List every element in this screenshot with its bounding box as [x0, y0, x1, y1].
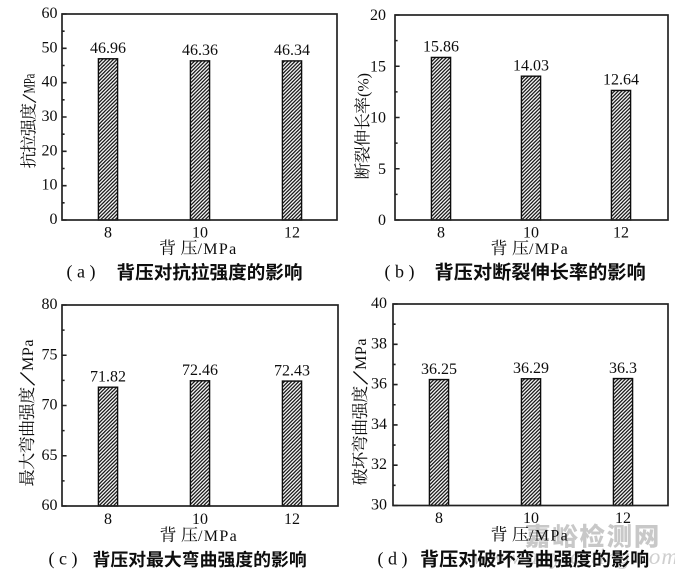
svg-text:36: 36 [371, 376, 387, 393]
svg-text:8: 8 [435, 510, 443, 527]
svg-text:/MPa: /MPa [198, 241, 238, 258]
svg-text:/MPa: /MPa [529, 527, 569, 544]
svg-text:0: 0 [378, 212, 386, 229]
svg-text:(%): (%) [356, 73, 373, 97]
svg-text:46.96: 46.96 [90, 40, 126, 57]
svg-text:/MPa: /MPa [529, 241, 569, 258]
svg-text:36.25: 36.25 [421, 361, 457, 378]
svg-text:MPa: MPa [353, 338, 370, 370]
svg-text:46.34: 46.34 [274, 42, 310, 59]
svg-text:12: 12 [284, 225, 300, 242]
svg-text:38: 38 [371, 335, 387, 352]
svg-text:8: 8 [104, 225, 112, 242]
svg-text:MPa: MPa [20, 339, 37, 371]
svg-text:72.43: 72.43 [274, 362, 310, 379]
svg-text:20: 20 [42, 142, 58, 159]
svg-text:10: 10 [523, 510, 539, 527]
svg-text:72.46: 72.46 [182, 362, 218, 379]
svg-text:/MPa: /MPa [198, 528, 238, 545]
svg-text:40: 40 [371, 295, 387, 312]
svg-text:36.3: 36.3 [609, 360, 637, 377]
svg-text:5: 5 [378, 161, 386, 178]
svg-text:46.36: 46.36 [182, 42, 218, 59]
svg-text:10: 10 [523, 225, 539, 242]
svg-text:(c): (c) [49, 549, 82, 570]
svg-text:50: 50 [42, 39, 58, 56]
svg-text:15: 15 [370, 58, 386, 75]
svg-text:30: 30 [371, 497, 387, 514]
svg-text:60: 60 [42, 497, 58, 514]
svg-text:40: 40 [42, 74, 58, 91]
svg-text:36.29: 36.29 [513, 360, 549, 377]
svg-text:(d): (d) [378, 549, 413, 570]
svg-text:12.64: 12.64 [603, 72, 639, 89]
svg-text:15.86: 15.86 [423, 39, 459, 56]
svg-text:12: 12 [284, 511, 300, 528]
svg-text:75: 75 [42, 346, 58, 363]
svg-text:(b): (b) [385, 262, 420, 283]
svg-text:12: 12 [615, 510, 631, 527]
svg-text:10: 10 [192, 511, 208, 528]
svg-text:70: 70 [42, 397, 58, 414]
svg-text:0: 0 [50, 211, 58, 228]
svg-text:10: 10 [370, 110, 386, 127]
svg-text:14.03: 14.03 [513, 57, 549, 74]
svg-text:20: 20 [370, 7, 386, 24]
svg-text:10: 10 [192, 225, 208, 242]
svg-text:MPa: MPa [20, 74, 38, 94]
svg-text:80: 80 [42, 296, 58, 313]
svg-text:60: 60 [42, 5, 58, 22]
svg-text:(a): (a) [67, 262, 100, 283]
svg-text:8: 8 [437, 225, 445, 242]
svg-text:65: 65 [42, 447, 58, 464]
svg-text:34: 34 [371, 416, 387, 433]
svg-text:32: 32 [371, 456, 387, 473]
svg-text:30: 30 [42, 108, 58, 125]
svg-text:10: 10 [42, 177, 58, 194]
svg-text:12: 12 [613, 225, 629, 242]
svg-text:8: 8 [104, 511, 112, 528]
svg-text:71.82: 71.82 [90, 368, 126, 385]
